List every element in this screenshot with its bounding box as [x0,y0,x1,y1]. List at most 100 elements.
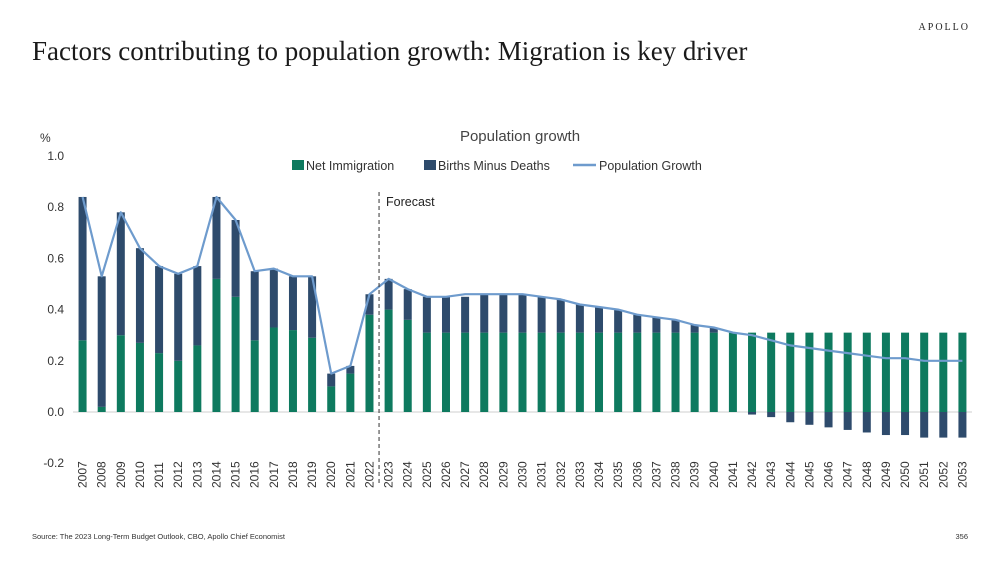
x-tick-label: 2007 [76,461,90,488]
bar-net-immigration-2045 [805,332,814,412]
slide-title: Factors contributing to population growt… [32,36,748,66]
bar-births-minus-deaths-2048 [862,412,871,433]
x-tick-label: 2041 [726,461,740,488]
x-tick-label: 2020 [324,461,338,488]
bar-net-immigration-2042 [748,332,757,412]
bar-births-minus-deaths-2010 [135,248,144,343]
x-tick-label: 2027 [458,461,472,488]
bar-births-minus-deaths-2053 [958,412,967,438]
y-tick-label: 0.6 [47,251,64,265]
x-tick-label: 2019 [305,461,319,488]
x-tick-label: 2026 [439,461,453,488]
bar-births-minus-deaths-2028 [480,294,489,333]
bar-net-immigration-2015 [231,296,240,412]
bar-births-minus-deaths-2049 [881,412,890,436]
bar-births-minus-deaths-2017 [269,268,278,328]
y-tick-label: 0.4 [47,303,64,317]
x-tick-label: 2035 [611,461,625,488]
x-tick-label: 2015 [229,461,243,488]
x-tick-label: 2021 [343,461,357,488]
bar-net-immigration-2046 [824,332,833,412]
bar-net-immigration-2013 [193,345,202,412]
bar-births-minus-deaths-2007 [78,196,87,341]
bar-births-minus-deaths-2042 [748,412,757,415]
bar-net-immigration-2021 [346,373,355,412]
bar-net-immigration-2043 [767,332,776,412]
bar-net-immigration-2009 [116,335,125,412]
y-tick-label: -0.2 [43,456,64,470]
y-tick-label: 0.2 [47,354,64,368]
bar-births-minus-deaths-2024 [403,289,412,320]
bar-births-minus-deaths-2033 [575,304,584,333]
x-tick-label: 2024 [401,461,415,488]
x-tick-label: 2036 [630,461,644,488]
bar-net-immigration-2025 [422,332,431,412]
bar-births-minus-deaths-2039 [690,324,699,333]
bar-births-minus-deaths-2040 [709,327,718,333]
bar-net-immigration-2037 [652,332,661,412]
x-tick-label: 2032 [554,461,568,488]
bar-births-minus-deaths-2026 [441,296,450,333]
bar-births-minus-deaths-2045 [805,412,814,425]
x-tick-label: 2043 [764,461,778,488]
legend: Net Immigration Births Minus Deaths Popu… [292,159,702,173]
bar-births-minus-deaths-2036 [633,314,642,333]
bar-births-minus-deaths-2046 [824,412,833,428]
x-tick-label: 2051 [917,461,931,488]
bar-births-minus-deaths-2050 [901,412,910,436]
bar-net-immigration-2018 [288,330,297,412]
bar-net-immigration-2016 [250,340,259,412]
x-tick-label: 2029 [496,461,510,488]
x-tick-label: 2010 [133,461,147,488]
x-tick-label: 2044 [783,461,797,488]
bar-net-immigration-2036 [633,332,642,412]
x-tick-label: 2033 [573,461,587,488]
x-tick-label: 2023 [382,461,396,488]
x-tick-label: 2025 [420,461,434,488]
bar-births-minus-deaths-2029 [499,294,508,333]
bar-births-minus-deaths-2030 [518,294,527,333]
bar-births-minus-deaths-2051 [920,412,929,438]
bar-net-immigration-2019 [308,337,317,412]
bar-births-minus-deaths-2023 [384,278,393,310]
x-tick-label: 2022 [362,461,376,488]
x-tick-label: 2017 [267,461,281,488]
bar-net-immigration-2020 [327,386,336,412]
bar-net-immigration-2047 [843,332,852,412]
chart-title: Population growth [460,128,580,145]
bar-births-minus-deaths-2012 [174,273,183,361]
bar-births-minus-deaths-2022 [365,294,374,315]
x-tick-label: 2046 [822,461,836,488]
bar-net-immigration-2031 [537,332,546,412]
forecast-label: Forecast [386,195,435,209]
bar-net-immigration-2038 [671,332,680,412]
bar-net-immigration-2030 [518,332,527,412]
y-axis-unit: % [40,131,51,145]
bar-births-minus-deaths-2013 [193,266,202,346]
bar-net-immigration-2035 [614,332,623,412]
x-tick-label: 2014 [209,461,223,488]
y-tick-label: 1.0 [47,149,64,163]
bar-net-immigration-2040 [709,332,718,412]
x-tick-label: 2030 [516,461,530,488]
bar-net-immigration-2017 [269,327,278,412]
x-tick-label: 2045 [802,461,816,488]
bar-net-immigration-2008 [97,406,106,412]
bar-births-minus-deaths-2009 [116,212,125,336]
bar-net-immigration-2012 [174,360,183,412]
bar-net-immigration-2044 [786,332,795,412]
bar-births-minus-deaths-2044 [786,412,795,423]
bar-births-minus-deaths-2019 [308,276,317,338]
bar-net-immigration-2049 [881,332,890,412]
legend-label-population-growth: Population Growth [599,159,702,173]
bar-births-minus-deaths-2021 [346,365,355,374]
bar-births-minus-deaths-2032 [556,299,565,333]
x-tick-label: 2009 [114,461,128,488]
source-note: Source: The 2023 Long-Term Budget Outloo… [32,532,285,541]
bar-net-immigration-2050 [901,332,910,412]
bar-net-immigration-2023 [384,309,393,412]
line-population-growth [81,195,963,375]
x-tick-label: 2016 [248,461,262,488]
bar-net-immigration-2011 [155,353,164,412]
bar-net-immigration-2014 [212,278,221,412]
